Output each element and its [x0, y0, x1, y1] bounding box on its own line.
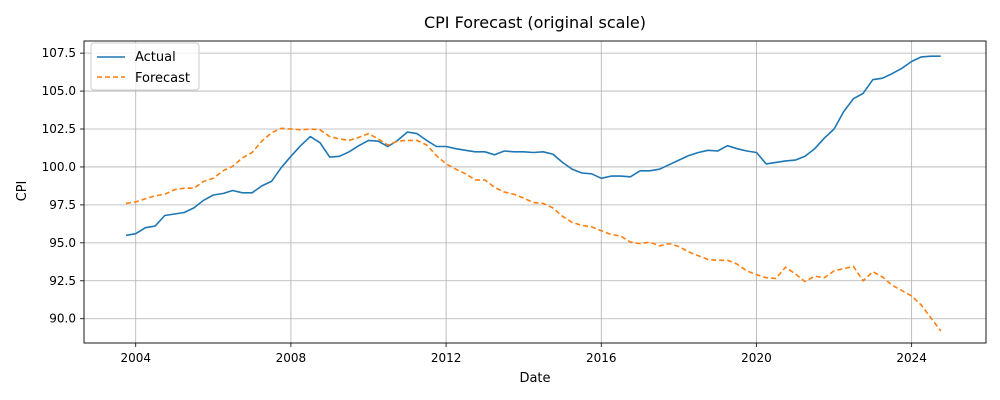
legend-box [90, 42, 200, 91]
y-tick-label: 107.5 [42, 46, 76, 60]
legend-label-actual: Actual [135, 50, 176, 65]
y-tick-label: 102.5 [42, 122, 76, 136]
y-tick-label: 95.0 [49, 236, 76, 250]
series-line-forecast [125, 127, 942, 332]
x-tick-label: 2024 [896, 351, 927, 365]
y-tick-label: 105.0 [42, 84, 76, 98]
legend-label-forecast: Forecast [135, 71, 190, 86]
x-axis-ticks: 2004 2008 2012 2016 2020 2024 [120, 343, 927, 365]
y-tick-label: 92.5 [49, 274, 76, 288]
y-tick-label: 97.5 [49, 198, 76, 212]
x-tick-label: 2020 [741, 351, 772, 365]
x-axis-label: Date [519, 371, 550, 386]
x-tick-label: 2004 [120, 351, 151, 365]
y-tick-label: 90.0 [49, 312, 76, 326]
chart-title: CPI Forecast (original scale) [424, 13, 646, 32]
series-line-actual [125, 55, 941, 237]
y-axis-label: CPI [15, 181, 30, 202]
y-tick-label: 100.0 [42, 160, 76, 174]
legend: Actual Forecast [90, 42, 200, 91]
x-tick-label: 2012 [431, 351, 462, 365]
y-axis-ticks: 90.0 92.5 95.0 97.5 100.0 102.5 105.0 107.5 [42, 46, 84, 326]
x-tick-label: 2016 [586, 351, 617, 365]
plot-frame [83, 40, 987, 344]
series-lines [125, 55, 942, 332]
grid-lines [84, 41, 986, 343]
x-tick-label: 2008 [276, 351, 307, 365]
